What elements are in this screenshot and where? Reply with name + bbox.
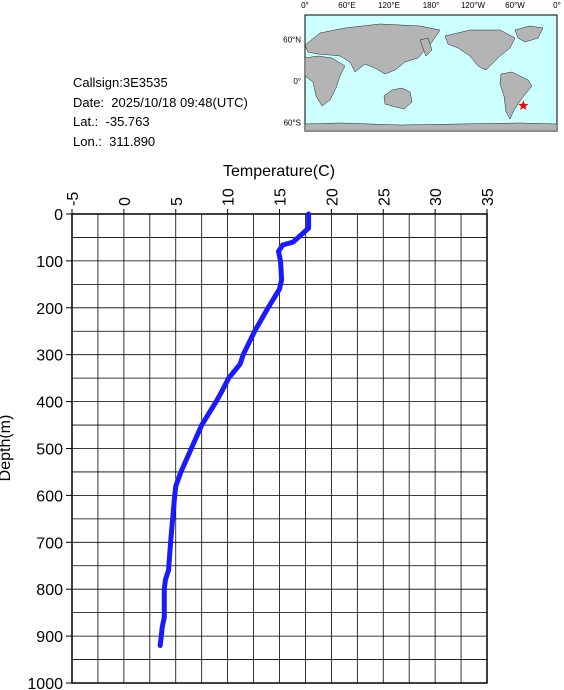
longitude: Lon.: 311.890 bbox=[73, 134, 155, 149]
x-axis-title: Temperature(C) bbox=[223, 163, 335, 180]
map-lon-label: 60°W bbox=[505, 1, 525, 10]
map-lon-label: 0° bbox=[301, 1, 309, 10]
map-lat-label: 60°N bbox=[283, 36, 301, 45]
x-tick-label: 35 bbox=[480, 188, 497, 206]
y-tick-label: 600 bbox=[36, 488, 63, 505]
date: Date: 2025/10/18 09:48(UTC) bbox=[73, 95, 248, 110]
y-tick-label: 500 bbox=[36, 442, 63, 459]
plot-frame bbox=[71, 213, 488, 684]
y-tick-label: 300 bbox=[36, 348, 63, 365]
x-tick-label: 30 bbox=[428, 188, 445, 206]
x-tick-label: 0 bbox=[117, 197, 134, 206]
station-marker bbox=[518, 100, 529, 111]
callsign: Callsign:3E3535 bbox=[73, 75, 168, 90]
y-tick-label: 800 bbox=[36, 582, 63, 599]
x-tick-label: -5 bbox=[65, 192, 82, 206]
map-lon-label: 120°W bbox=[461, 1, 486, 10]
map-lat-label: 60°S bbox=[284, 118, 301, 127]
y-tick-label: 900 bbox=[36, 629, 63, 646]
map-lon-label: 120°E bbox=[378, 1, 400, 10]
y-tick-label: 200 bbox=[36, 301, 63, 318]
map-lon-label: 0° bbox=[553, 1, 561, 10]
profile-line bbox=[157, 211, 312, 648]
y-tick-label: 700 bbox=[36, 535, 63, 552]
latitude: Lat.: -35.763 bbox=[73, 114, 150, 129]
y-tick-label: 100 bbox=[36, 254, 63, 271]
x-tick-label: 5 bbox=[169, 197, 186, 206]
x-tick-label: 10 bbox=[221, 188, 238, 206]
y-tick-label: 1000 bbox=[27, 676, 63, 690]
x-tick-label: 25 bbox=[376, 188, 393, 206]
map-lon-label: 180° bbox=[423, 1, 440, 10]
x-tick-label: 20 bbox=[324, 188, 341, 206]
world-map bbox=[304, 14, 558, 132]
x-tick-label: 15 bbox=[273, 188, 290, 206]
y-axis-title: Depth(m) bbox=[0, 415, 14, 482]
map-land bbox=[304, 23, 558, 132]
map-lat-label: 0° bbox=[293, 77, 301, 86]
y-tick-label: 0 bbox=[54, 207, 63, 224]
y-tick-label: 400 bbox=[36, 395, 63, 412]
map-lon-label: 60°E bbox=[338, 1, 355, 10]
